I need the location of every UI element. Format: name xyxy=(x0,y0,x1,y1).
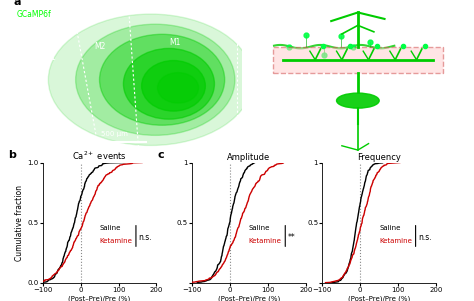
Text: M1: M1 xyxy=(169,39,180,48)
Text: Ketamine: Ketamine xyxy=(379,238,412,244)
Title: Frequency: Frequency xyxy=(357,153,401,162)
Text: 5 μm: 5 μm xyxy=(371,56,387,61)
X-axis label: (Post–Pre)/Pre (%): (Post–Pre)/Pre (%) xyxy=(348,296,410,301)
Text: Saline: Saline xyxy=(379,225,401,231)
Text: Saline: Saline xyxy=(249,225,270,231)
Text: Saline: Saline xyxy=(100,225,121,231)
Text: Cg1: Cg1 xyxy=(42,53,56,62)
Ellipse shape xyxy=(123,48,214,119)
Title: Ca$^{2+}$ events: Ca$^{2+}$ events xyxy=(72,149,127,162)
Text: **: ** xyxy=(288,233,295,242)
Text: Ketamine: Ketamine xyxy=(249,238,282,244)
Text: n.s.: n.s. xyxy=(138,233,152,242)
Text: 500 μm: 500 μm xyxy=(101,131,128,137)
Ellipse shape xyxy=(337,93,379,108)
Text: M2: M2 xyxy=(94,42,105,51)
X-axis label: (Post–Pre)/Pre (%): (Post–Pre)/Pre (%) xyxy=(218,296,280,301)
Text: Ketamine: Ketamine xyxy=(100,238,132,244)
Text: a: a xyxy=(13,0,20,7)
Text: b: b xyxy=(9,150,17,160)
Title: Amplitude: Amplitude xyxy=(227,153,271,162)
X-axis label: (Post–Pre)/Pre (%): (Post–Pre)/Pre (%) xyxy=(68,296,131,301)
Ellipse shape xyxy=(76,24,235,135)
Text: n.s.: n.s. xyxy=(418,233,431,242)
Text: GCaMP6f: GCaMP6f xyxy=(17,10,51,19)
Ellipse shape xyxy=(157,73,199,103)
Text: c: c xyxy=(158,150,164,160)
Ellipse shape xyxy=(100,34,225,125)
Ellipse shape xyxy=(48,14,253,145)
FancyBboxPatch shape xyxy=(273,47,443,73)
Ellipse shape xyxy=(142,61,205,111)
Y-axis label: Cumulative fraction: Cumulative fraction xyxy=(16,185,25,261)
